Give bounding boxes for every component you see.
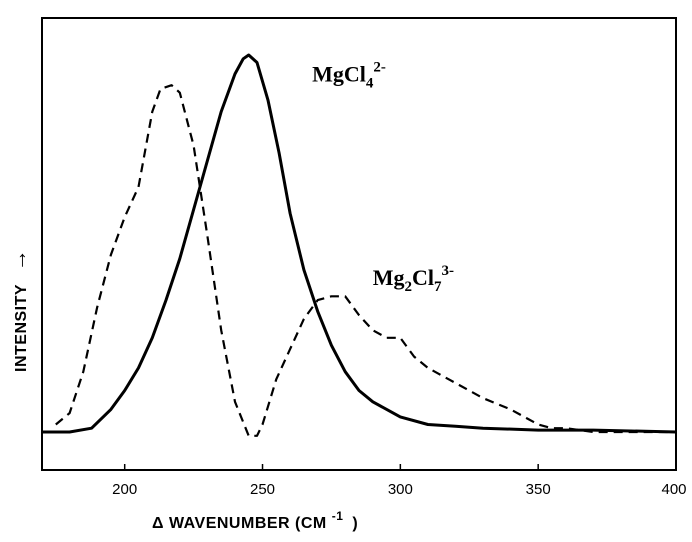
y-axis-title: INTENSITY bbox=[13, 284, 30, 372]
x-axis-close: ) bbox=[352, 515, 358, 532]
svg-text:INTENSITY →: INTENSITY → bbox=[6, 249, 31, 372]
y-axis-label: INTENSITY → bbox=[6, 249, 31, 372]
x-tick-label: 400 bbox=[661, 481, 686, 498]
x-tick-label: 350 bbox=[526, 481, 551, 498]
x-tick-label: 300 bbox=[388, 481, 413, 498]
mg2cl7-label: Mg2Cl73- bbox=[373, 263, 454, 295]
x-tick-label: 250 bbox=[250, 481, 275, 498]
x-axis-label: Δ WAVENUMBER (CM -1 ) bbox=[152, 507, 358, 532]
x-tick-label: 200 bbox=[112, 481, 137, 498]
y-axis-arrow-icon: → bbox=[6, 249, 31, 272]
x-axis-title: Δ WAVENUMBER (CM bbox=[152, 515, 327, 532]
series-line-mgcl4 bbox=[42, 53, 677, 434]
x-axis-exponent: -1 bbox=[332, 509, 344, 523]
series-line-mg2cl7 bbox=[55, 84, 676, 437]
mgcl4-label: MgCl42- bbox=[312, 59, 386, 91]
